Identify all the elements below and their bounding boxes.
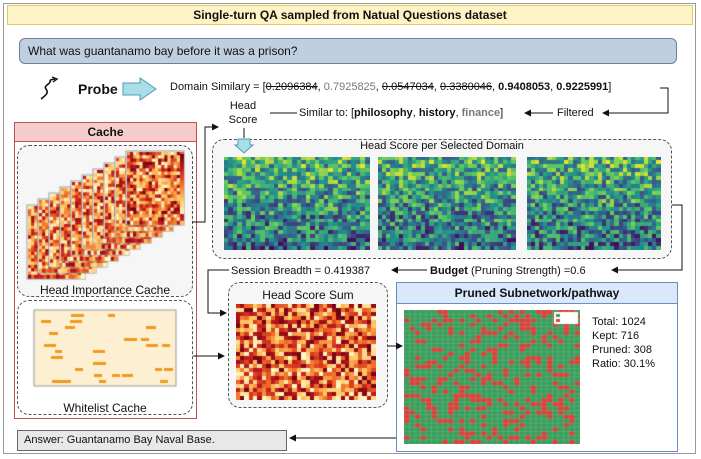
- domain-similarity-suffix: ]: [608, 81, 612, 93]
- sep: ,: [492, 81, 499, 93]
- pruned-subnetwork-title: Pruned Subnetwork/pathway: [397, 283, 677, 304]
- probe-arrow-icon: [122, 77, 157, 101]
- domain-sim-6: 0.9225991: [556, 81, 609, 93]
- domain-finance: finance: [461, 107, 501, 119]
- domain-sim-5: 0.9408053: [498, 81, 551, 93]
- session-breadth: Session Breadth = 0.419387: [231, 265, 371, 277]
- domain-heatmap-1: [224, 157, 370, 250]
- question-box: What was guantanamo bay before it was a …: [19, 38, 677, 64]
- down-arrow-icon: [234, 138, 254, 154]
- head-score-label: Head Score: [228, 100, 258, 126]
- similar-to-suffix: ]: [500, 107, 504, 119]
- pruned-mask-grid: [404, 310, 580, 444]
- domain-history: history: [418, 107, 456, 119]
- domain-philosophy: philosophy: [354, 107, 413, 119]
- answer-box: Answer: Guantanamo Bay Naval Base.: [17, 430, 287, 451]
- domain-sim-3: 0.0547034: [381, 81, 434, 93]
- stat-kept: Kept: 716: [592, 330, 640, 342]
- sep: ,: [433, 81, 441, 93]
- domain-heatmap-2: [378, 157, 516, 250]
- domain-similarity: Domain Similary = [0.2096384, 0.7925825,…: [170, 81, 611, 93]
- sep: ,: [317, 81, 324, 93]
- sep: ,: [550, 81, 557, 93]
- budget-value: (Pruning Strength) =0.6: [467, 265, 586, 277]
- stat-ratio: Ratio: 30.1%: [592, 358, 655, 370]
- domain-similarity-prefix: Domain Similary = [: [170, 81, 266, 93]
- domain-sim-1: 0.2096384: [265, 81, 318, 93]
- domain-sim-2: 0.7925825: [323, 81, 376, 93]
- similar-to-prefix: Similar to: [: [299, 107, 355, 119]
- domain-sim-4: 0.3380046: [440, 81, 493, 93]
- similar-to: Similar to: [philosophy, history, financ…: [299, 107, 503, 119]
- stat-pruned: Pruned: 308: [592, 344, 652, 356]
- probe-label: Probe: [78, 81, 118, 97]
- head-score-sum-heatmap: [236, 304, 376, 400]
- head-importance-stack: [20, 146, 190, 286]
- head-importance-cache-label: Head Importance Cache: [39, 283, 171, 297]
- filtered-label: Filtered: [557, 107, 594, 119]
- figure-frame: [3, 3, 696, 454]
- whitelist-cache-label: Whitelist Cache: [63, 401, 147, 415]
- sep: ,: [412, 107, 419, 119]
- budget-label: Budget: [430, 265, 468, 277]
- sep: ,: [455, 107, 462, 119]
- diagram-title: Single-turn QA sampled from Natual Quest…: [7, 5, 693, 25]
- sep: ,: [375, 81, 382, 93]
- domain-heatmap-3: [527, 157, 661, 250]
- head-score-domain-title: Head Score per Selected Domain: [360, 140, 524, 152]
- head-score-sum-title: Head Score Sum: [262, 288, 354, 302]
- budget: Budget (Pruning Strength) =0.6: [430, 265, 586, 277]
- squiggle-icon: [40, 76, 59, 100]
- cache-title: Cache: [15, 123, 196, 142]
- whitelist-cache-plot: [30, 306, 180, 392]
- stat-total: Total: 1024: [592, 316, 646, 328]
